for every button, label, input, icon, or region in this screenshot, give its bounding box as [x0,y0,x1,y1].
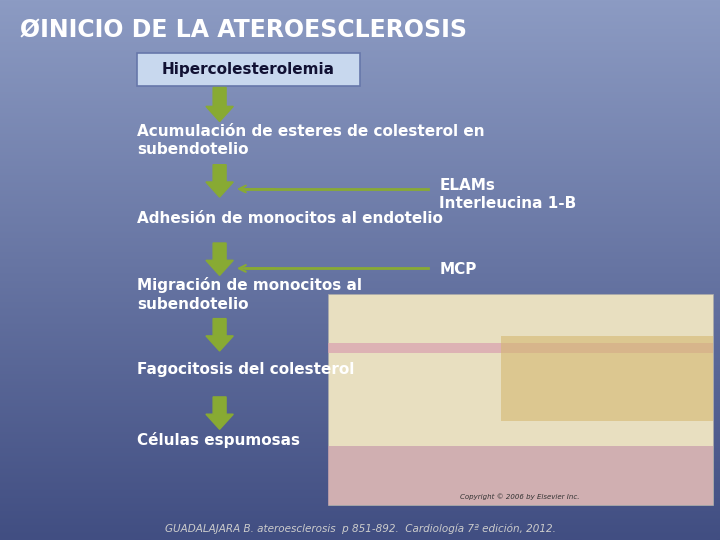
Text: Fagocitosis del colesterol: Fagocitosis del colesterol [137,362,354,377]
FancyArrow shape [206,319,233,351]
Text: MCP: MCP [439,262,477,278]
Text: Migración de monocitos al
subendotelio: Migración de monocitos al subendotelio [137,277,362,312]
Text: Hipercolesterolemia: Hipercolesterolemia [162,62,335,77]
Bar [328,446,713,505]
Text: Acumulación de esteres de colesterol en
subendotelio: Acumulación de esteres de colesterol en … [137,124,485,157]
Bar [501,336,713,421]
Text: ELAMs
Interleucina 1-B: ELAMs Interleucina 1-B [439,178,577,211]
Bar [328,343,713,353]
Text: Copyright © 2006 by Elsevier Inc.: Copyright © 2006 by Elsevier Inc. [461,493,580,500]
Text: Células espumosas: Células espumosas [137,432,300,448]
Text: Adhesión de monocitos al endotelio: Adhesión de monocitos al endotelio [137,211,443,226]
FancyArrow shape [206,243,233,275]
Bar [328,294,713,505]
FancyBboxPatch shape [137,53,360,86]
FancyArrow shape [206,87,233,122]
Text: GUADALAJARA B. ateroesclerosis  p 851-892.  Cardiología 7ª edición, 2012.: GUADALAJARA B. ateroesclerosis p 851-892… [165,523,555,534]
FancyArrow shape [206,397,233,429]
FancyArrow shape [206,165,233,197]
Text: ØINICIO DE LA ATEROESCLEROSIS: ØINICIO DE LA ATEROESCLEROSIS [20,19,467,43]
